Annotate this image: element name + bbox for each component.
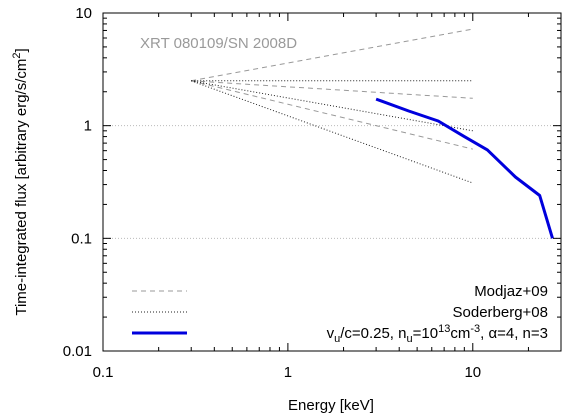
x-tick-label: 10 bbox=[464, 364, 481, 381]
legend-text-part: u bbox=[407, 333, 413, 345]
legend-text-part: , α=4, n=3 bbox=[480, 325, 548, 342]
y-tick-label: 0.01 bbox=[63, 343, 92, 360]
axis-ticks bbox=[102, 12, 562, 352]
y-tick-label: 1 bbox=[84, 118, 92, 135]
series-lines bbox=[191, 28, 554, 239]
legend-text-part: 13 bbox=[438, 323, 450, 335]
series-soderberg bbox=[191, 80, 473, 132]
legend-text-part: v bbox=[327, 325, 335, 342]
legend-text-part: u bbox=[334, 333, 340, 345]
y-axis-label-sup: 2 bbox=[11, 53, 23, 59]
x-axis-label: Energy [keV] bbox=[288, 397, 374, 414]
y-tick-label: 0.1 bbox=[71, 230, 92, 247]
y-axis-label: Time-integrated flux [arbitrary erg/s/cm… bbox=[11, 48, 30, 315]
series-modjaz bbox=[191, 80, 473, 99]
x-tick-label: 0.1 bbox=[93, 364, 114, 381]
legend-label-model: vu/c=0.25, nu=1013cm-3, α=4, n=3 bbox=[327, 323, 548, 345]
y-tick-labels: 0.01 0.1 1 10 bbox=[63, 5, 92, 360]
legend-text-part: -3 bbox=[470, 323, 480, 335]
y-tick-label: 10 bbox=[75, 5, 92, 22]
annotation-text: XRT 080109/SN 2008D bbox=[140, 35, 297, 52]
grid bbox=[103, 125, 561, 239]
x-tick-labels: 0.1 1 10 bbox=[93, 364, 482, 381]
x-tick-label: 1 bbox=[284, 364, 292, 381]
legend-text-part: =10 bbox=[413, 325, 438, 342]
legend-label-soderberg: Soderberg+08 bbox=[453, 304, 549, 321]
legend-label-modjaz: Modjaz+09 bbox=[474, 283, 548, 300]
series-soderberg bbox=[191, 80, 473, 184]
y-axis-label-close: ] bbox=[13, 48, 30, 52]
series-modjaz bbox=[191, 28, 473, 82]
legend-text-part: /c=0.25, n bbox=[340, 325, 406, 342]
legend-text-part: cm bbox=[450, 325, 470, 342]
y-axis-label-main: Time-integrated flux [arbitrary erg/s/cm bbox=[13, 59, 30, 316]
series-modjaz bbox=[191, 80, 473, 150]
series-model bbox=[375, 97, 554, 239]
plot-frame bbox=[102, 12, 562, 352]
